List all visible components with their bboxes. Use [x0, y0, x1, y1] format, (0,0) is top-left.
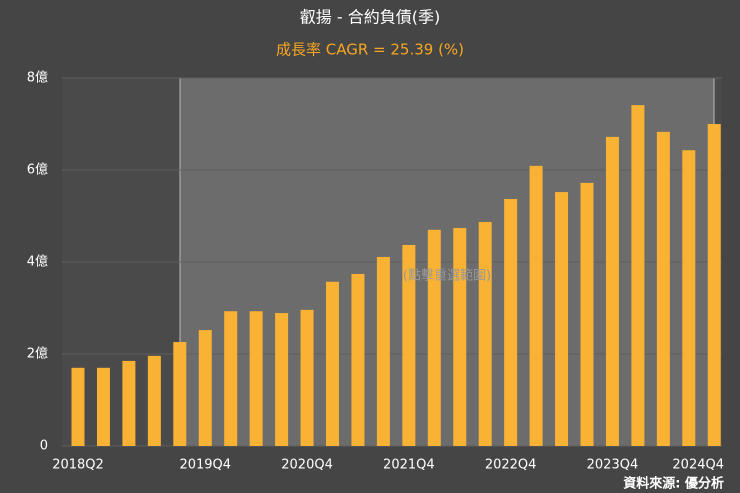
- bar: [656, 131, 670, 446]
- bar: [682, 150, 696, 446]
- bar: [96, 367, 110, 446]
- y-tick-label: 0: [40, 439, 48, 454]
- y-tick-label: 2億: [27, 346, 48, 362]
- bar: [376, 256, 390, 446]
- bar: [198, 330, 212, 446]
- x-tick-label: 2019Q4: [179, 458, 231, 473]
- bar: [224, 311, 238, 446]
- bar: [300, 309, 314, 446]
- bar: [402, 244, 416, 446]
- bar: [453, 227, 467, 446]
- bar: [605, 136, 619, 446]
- y-tick-label: 4億: [27, 254, 48, 270]
- bar: [71, 367, 85, 446]
- y-tick-label: 8億: [27, 70, 48, 86]
- bar: [275, 313, 289, 446]
- y-tick-label: 6億: [27, 162, 48, 178]
- chart-title: 叡揚 - 合約負債(季): [300, 8, 440, 27]
- bar: [555, 192, 569, 446]
- bar: [249, 311, 263, 446]
- bar: [529, 165, 543, 447]
- bar: [478, 221, 492, 446]
- x-tick-label: 2018Q2: [52, 458, 104, 473]
- bar: [707, 124, 721, 446]
- bar: [427, 229, 441, 446]
- x-tick-label: 2022Q4: [485, 458, 537, 473]
- x-tick-label: 2023Q4: [587, 458, 639, 473]
- source: 資料來源: 優分析: [623, 476, 724, 492]
- bar: [351, 273, 365, 446]
- x-tick-label: 2024Q4: [672, 458, 724, 473]
- bar: [631, 105, 645, 446]
- x-tick-label: 2020Q4: [281, 458, 333, 473]
- x-tick-label: 2021Q4: [383, 458, 435, 473]
- bar: [122, 360, 136, 446]
- bar: [326, 281, 339, 446]
- bar: [504, 198, 518, 446]
- annotation[interactable]: (點擊重選範圍): [403, 268, 491, 284]
- bar: [580, 182, 594, 446]
- bar: [147, 355, 161, 446]
- bar: [173, 342, 187, 446]
- chart-subtitle: 成長率 CAGR = 25.39 (%): [276, 41, 464, 59]
